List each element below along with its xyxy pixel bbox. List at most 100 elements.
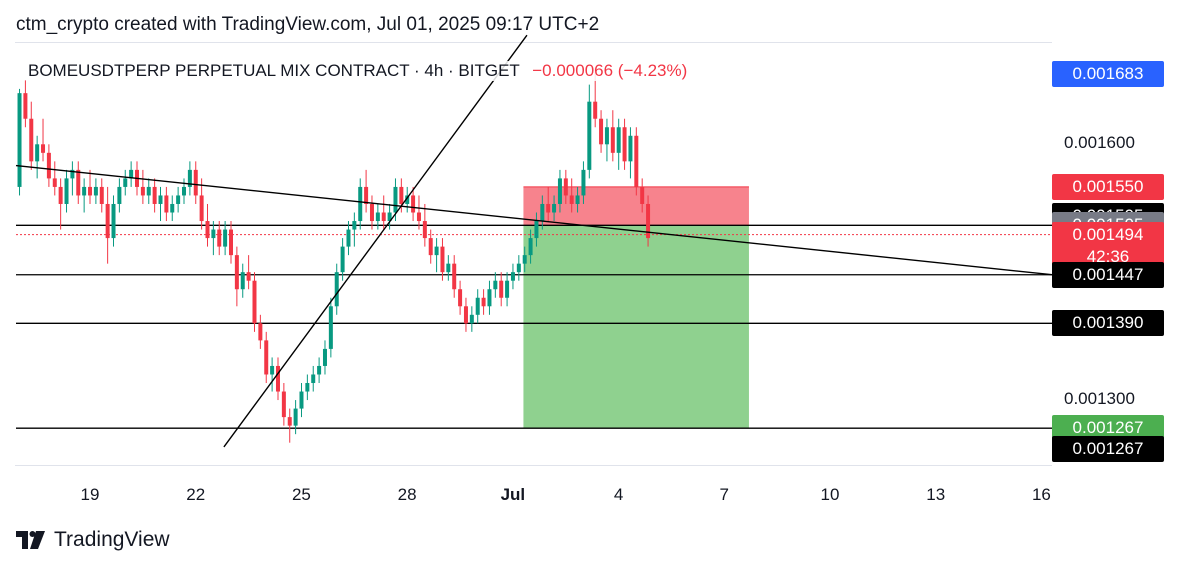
- candle-body: [575, 195, 580, 204]
- candle: [305, 374, 310, 401]
- chart-area[interactable]: [15, 42, 1052, 466]
- candle: [52, 161, 57, 196]
- candle: [46, 144, 51, 187]
- candle-body: [93, 186, 98, 196]
- candle-body: [628, 135, 633, 162]
- candle: [152, 178, 157, 213]
- candle-body: [358, 186, 363, 222]
- candle-body: [604, 127, 609, 145]
- candle-body: [528, 238, 533, 256]
- candle-body: [23, 93, 28, 119]
- symbol-legend: BOMEUSDTPERP PERPETUAL MIX CONTRACT · 4h…: [28, 61, 688, 81]
- candle-body: [35, 144, 40, 162]
- candle: [416, 195, 421, 230]
- candle: [628, 127, 633, 179]
- footer: TradingView: [16, 528, 170, 552]
- candle-body: [552, 203, 557, 213]
- price-label: 0.001683: [1052, 60, 1164, 87]
- price-change: −0.000066 (−4.23%): [532, 61, 688, 80]
- candle: [475, 289, 480, 324]
- candle: [516, 255, 521, 281]
- x-tick-label: Jul: [501, 485, 526, 504]
- candle-body: [170, 203, 175, 213]
- candle-body: [99, 186, 104, 204]
- candle: [546, 186, 551, 222]
- candle-body: [17, 93, 22, 187]
- candle: [240, 263, 245, 298]
- candle: [228, 221, 233, 264]
- x-tick-label: 10: [821, 485, 840, 504]
- candle-body: [46, 152, 51, 179]
- x-tick-label: 28: [398, 485, 417, 504]
- trendline: [223, 34, 528, 448]
- candle-body: [311, 374, 316, 384]
- candle: [534, 212, 539, 247]
- candle-body: [176, 195, 181, 204]
- candle-body: [234, 255, 239, 290]
- candle-body: [322, 348, 327, 366]
- candle-body: [399, 186, 404, 204]
- candle-body: [534, 221, 539, 239]
- candle: [311, 365, 316, 392]
- candle: [281, 383, 286, 426]
- candle-body: [475, 297, 480, 315]
- candle: [557, 169, 562, 213]
- candle-body: [593, 101, 598, 119]
- symbol-title: BOMEUSDTPERP PERPETUAL MIX CONTRACT · 4h…: [28, 61, 520, 80]
- candle: [463, 297, 468, 332]
- price-label: 0.001267: [1052, 435, 1164, 462]
- candle-body: [76, 169, 81, 196]
- candle: [434, 238, 439, 273]
- candle-body: [270, 365, 275, 375]
- candle-body: [610, 127, 615, 153]
- candle: [17, 88, 22, 196]
- candle: [258, 314, 263, 349]
- candle-body: [281, 391, 286, 418]
- candle: [217, 221, 222, 256]
- candle-body: [88, 186, 93, 196]
- candle: [293, 400, 298, 435]
- position-zones: [523, 186, 749, 429]
- candle-body: [505, 280, 510, 298]
- candle: [522, 246, 527, 273]
- candle-body: [546, 203, 551, 213]
- candle: [428, 229, 433, 264]
- candle: [411, 186, 416, 222]
- candle: [182, 178, 187, 204]
- candle: [540, 195, 545, 230]
- candle: [246, 255, 251, 290]
- price-label: 0.001390: [1052, 310, 1164, 337]
- candle-body: [205, 221, 210, 239]
- candle: [599, 110, 604, 153]
- trendline: [15, 164, 1053, 276]
- candle-body: [581, 169, 586, 196]
- candle: [352, 212, 357, 247]
- candle-body: [405, 195, 410, 204]
- candle-body: [369, 203, 374, 222]
- candle: [58, 178, 63, 230]
- candles: [17, 67, 651, 443]
- candle: [569, 178, 574, 213]
- candle: [381, 195, 386, 230]
- candle-body: [299, 391, 304, 409]
- candle: [23, 80, 28, 128]
- candle-body: [516, 263, 521, 273]
- candle-body: [499, 280, 504, 298]
- candle-body: [469, 314, 474, 324]
- candle: [170, 195, 175, 222]
- candle: [193, 161, 198, 204]
- candle: [299, 383, 304, 418]
- candle: [634, 127, 639, 196]
- candle: [552, 195, 557, 222]
- price-label: 0.001494 42:36: [1052, 221, 1164, 270]
- candle-body: [246, 272, 251, 281]
- candle-body: [223, 229, 228, 247]
- candle-body: [622, 127, 627, 162]
- candle-body: [328, 306, 333, 349]
- candle: [82, 178, 87, 213]
- candle-body: [381, 212, 386, 222]
- candle-body: [117, 186, 122, 204]
- candle-body: [557, 178, 562, 204]
- candle-body: [563, 178, 568, 196]
